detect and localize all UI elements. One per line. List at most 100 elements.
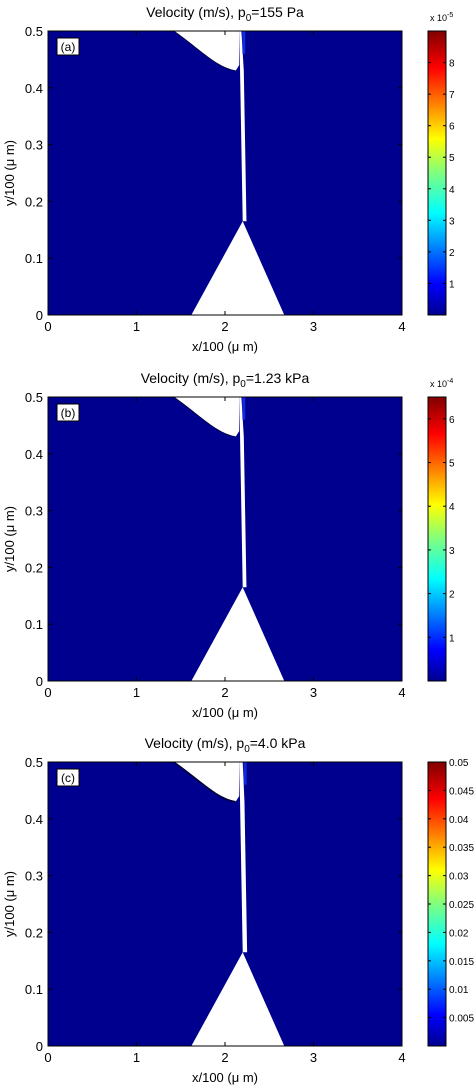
chart-title-subscript: 0 <box>244 744 250 755</box>
crack-channel <box>239 397 247 588</box>
x-axis-label: x/100 (μ m) <box>192 705 258 720</box>
colorbar-tick-label: 5 <box>449 153 455 164</box>
x-tick-label: 3 <box>310 319 317 334</box>
colorbar-tick-label: 0.01 <box>449 985 469 996</box>
colorbar-tick-label: 6 <box>449 415 455 426</box>
colorbar-multiplier-base: x 10 <box>430 13 447 23</box>
y-axis-label: y/100 (μ m) <box>2 871 17 937</box>
colorbar-multiplier: x 10-4 <box>430 378 453 389</box>
chart-title-main: Velocity (m/s), p <box>145 735 245 751</box>
panel-label-box: (a) <box>56 37 80 56</box>
y-axis-label: y/100 (μ m) <box>2 506 17 572</box>
y-tick-label: 0.4 <box>25 447 43 462</box>
y-tick-label: 0.1 <box>25 251 43 266</box>
crack-channel <box>239 31 247 222</box>
y-tick-label: 0.1 <box>25 982 43 997</box>
upper-grain-edge <box>173 396 236 438</box>
crack-flow-highlight <box>242 31 246 54</box>
y-axis-label: y/100 (μ m) <box>2 140 17 206</box>
lower-grain <box>191 221 285 315</box>
y-tick-label: 0.3 <box>25 869 43 884</box>
y-tick-label: 0.1 <box>25 617 43 632</box>
y-tick-label: 0 <box>36 674 43 689</box>
x-tick-label: 2 <box>221 1050 228 1065</box>
x-tick-label: 2 <box>221 685 228 700</box>
colorbar-tick-label: 2 <box>449 248 455 259</box>
colorbar-tick-label: 1 <box>449 633 455 644</box>
colorbar-tick-label: 4 <box>449 502 455 513</box>
colorbar-tick-label: 0.02 <box>449 928 469 939</box>
panel-1: Velocity (m/s), p0=155 Pa0 1 2 3 400.10.20.3… <box>2 4 455 354</box>
upper-grain-edge <box>173 30 236 72</box>
y-tick-label: 0.4 <box>25 812 43 827</box>
colorbar-tick-label: 0.05 <box>449 758 469 769</box>
colorbar-tick-label: 3 <box>449 216 455 227</box>
upper-grain <box>173 762 240 802</box>
colorbar-multiplier-base: x 10 <box>430 379 447 389</box>
x-tick-label: 2 <box>221 319 228 334</box>
panel-label: (c) <box>61 771 75 785</box>
chart-title: Velocity (m/s), p0=4.0 kPa <box>145 735 306 755</box>
crack-flow-highlight <box>243 762 247 785</box>
panel-label-frame <box>56 403 80 422</box>
colorbar-tick-label: 3 <box>449 546 455 557</box>
chart-title: Velocity (m/s), p0=1.23 kPa <box>141 370 310 390</box>
colorbar <box>427 30 447 316</box>
chart-title-subscript: 0 <box>246 13 252 24</box>
x-tick-label: 0 <box>44 319 51 334</box>
y-tick-label: 0.4 <box>25 81 43 96</box>
colorbar-tick-label: 6 <box>449 122 455 133</box>
x-tick-label: 1 <box>133 319 140 334</box>
chart-title-rest: =1.23 kPa <box>246 370 310 386</box>
colorbar-tick-label: 2 <box>449 590 455 601</box>
y-tick-label: 0.5 <box>25 390 43 405</box>
colorbar-multiplier-exponent: -4 <box>447 378 453 385</box>
upper-grain <box>173 397 240 437</box>
colorbar <box>427 396 447 682</box>
colorbar-tick-label: 0.03 <box>449 872 469 883</box>
colorbar-multiplier-exponent: -5 <box>447 12 453 19</box>
y-tick-label: 0.2 <box>25 194 43 209</box>
chart-title-rest: =155 Pa <box>251 4 304 20</box>
y-tick-label: 0.2 <box>25 560 43 575</box>
lower-grain <box>191 587 285 681</box>
y-tick-label: 0 <box>36 308 43 323</box>
colorbar-tick-label: 0.04 <box>449 815 469 826</box>
x-tick-label: 3 <box>310 685 317 700</box>
colorbar-tick-label: 0.015 <box>449 957 474 968</box>
chart-title-rest: =4.0 kPa <box>250 735 306 751</box>
chart-title-main: Velocity (m/s), p <box>141 370 241 386</box>
colorbar-multiplier: x 10-5 <box>430 12 453 23</box>
chart-title-main: Velocity (m/s), p <box>146 4 246 20</box>
panel-label: (a) <box>61 40 76 54</box>
colorbar-tick-label: 8 <box>449 59 455 70</box>
lower-grain <box>191 952 285 1046</box>
crack-channel <box>239 762 248 953</box>
x-tick-label: 0 <box>44 1050 51 1065</box>
y-tick-label: 0 <box>36 1039 43 1054</box>
x-tick-label: 4 <box>398 1050 405 1065</box>
upper-grain <box>173 31 240 71</box>
panel-label-box: (b) <box>56 403 80 422</box>
colorbar-tick-label: 0.035 <box>449 843 474 854</box>
x-tick-label: 1 <box>133 685 140 700</box>
colorbar-tick-label: 1 <box>449 279 455 290</box>
y-tick-label: 0.5 <box>25 24 43 39</box>
crack-flow-highlight <box>242 397 246 420</box>
colorbar-tick-label: 4 <box>449 185 455 196</box>
chart-title-subscript: 0 <box>240 379 246 390</box>
x-axis-label: x/100 (μ m) <box>192 1070 258 1085</box>
panel-label: (b) <box>61 406 76 420</box>
panel-label-frame <box>56 37 80 56</box>
x-tick-label: 1 <box>133 1050 140 1065</box>
colorbar-tick-label: 0.045 <box>449 786 474 797</box>
colorbar-tick-label: 0.025 <box>449 900 474 911</box>
colorbar-tick-label: 5 <box>449 459 455 470</box>
panel-label-frame <box>56 768 80 787</box>
chart-title: Velocity (m/s), p0=155 Pa <box>146 4 304 24</box>
x-tick-label: 0 <box>44 685 51 700</box>
x-tick-label: 3 <box>310 1050 317 1065</box>
